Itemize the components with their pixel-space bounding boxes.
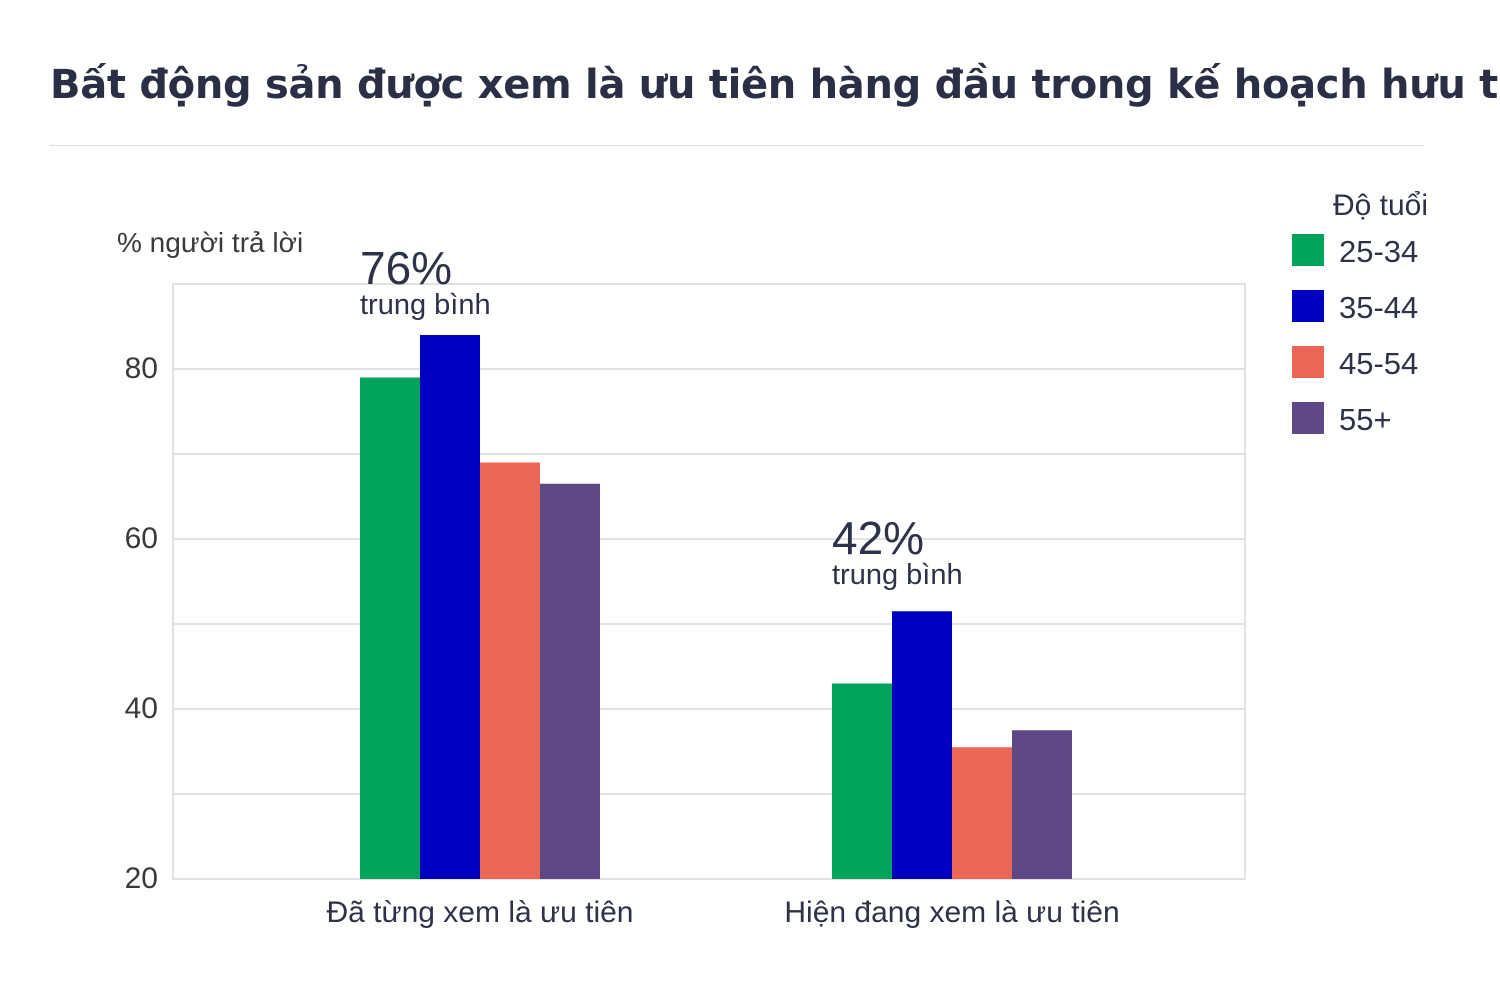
legend: Độ tuổi 25-34 35-44 45-54 55+ [1292, 189, 1428, 437]
x-categories: Đã từng xem là ưu tiên Hiện đang xem là ư… [327, 896, 1120, 929]
average-annotation-value: 42% [832, 512, 924, 564]
legend-swatch [1292, 290, 1324, 322]
bar-55+-1 [540, 483, 600, 879]
legend-swatch [1292, 234, 1324, 266]
x-category-label: Đã từng xem là ưu tiên [327, 896, 634, 929]
bar-35-44-2 [892, 611, 952, 879]
grid-lines [173, 368, 1245, 795]
legend-title: Độ tuổi [1333, 189, 1428, 222]
bars [360, 335, 1072, 879]
plot-frame [172, 283, 1246, 880]
legend-swatch [1292, 346, 1324, 378]
y-ticks: 20 40 60 80 [125, 352, 158, 895]
legend-label: 35-44 [1339, 290, 1418, 325]
legend-label: 25-34 [1339, 234, 1418, 269]
bar-45-54-2 [952, 747, 1012, 879]
legend-swatch [1292, 402, 1324, 434]
y-tick-label: 80 [125, 352, 158, 385]
bar-25-34-2 [832, 683, 892, 879]
bar-35-44-1 [420, 335, 480, 879]
bar-45-54-1 [480, 462, 540, 879]
y-tick-label: 40 [125, 692, 158, 725]
chart-title: Bất động sản được xem là ưu tiên hàng đầ… [50, 62, 1500, 108]
average-annotation-text: trung bình [832, 559, 963, 591]
x-category-label: Hiện đang xem là ưu tiên [784, 896, 1119, 929]
average-annotation-value: 76% [360, 242, 452, 294]
legend-label: 45-54 [1339, 346, 1418, 381]
title-divider [50, 145, 1424, 146]
legend-label: 55+ [1339, 402, 1392, 437]
y-tick-label: 60 [125, 522, 158, 555]
y-axis-label: % người trả lời [117, 227, 303, 258]
bar-55+-2 [1012, 730, 1072, 879]
average-annotation-text: trung bình [360, 289, 491, 321]
bar-25-34-1 [360, 377, 420, 879]
y-tick-label: 20 [125, 862, 158, 895]
